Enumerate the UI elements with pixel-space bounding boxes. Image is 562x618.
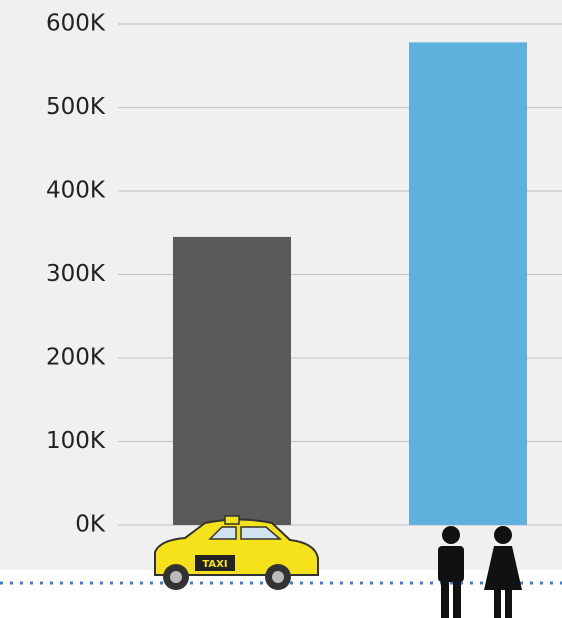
people-icon <box>438 526 522 618</box>
y-tick-label: 0K <box>75 512 106 538</box>
y-tick-label: 100K <box>46 428 106 454</box>
taxi-label: TAXI <box>202 559 227 570</box>
y-tick-label: 600K <box>46 11 106 37</box>
y-tick-label: 200K <box>46 345 106 371</box>
taxi-icon: TAXI <box>154 515 319 590</box>
y-tick-label: 400K <box>46 178 106 204</box>
bar <box>409 42 527 526</box>
marks: 0K 100K 200K 300K 400K 500K 600K <box>46 11 562 538</box>
bar <box>173 236 291 526</box>
y-tick-label: 500K <box>46 94 106 120</box>
y-tick-label: 300K <box>46 261 106 287</box>
